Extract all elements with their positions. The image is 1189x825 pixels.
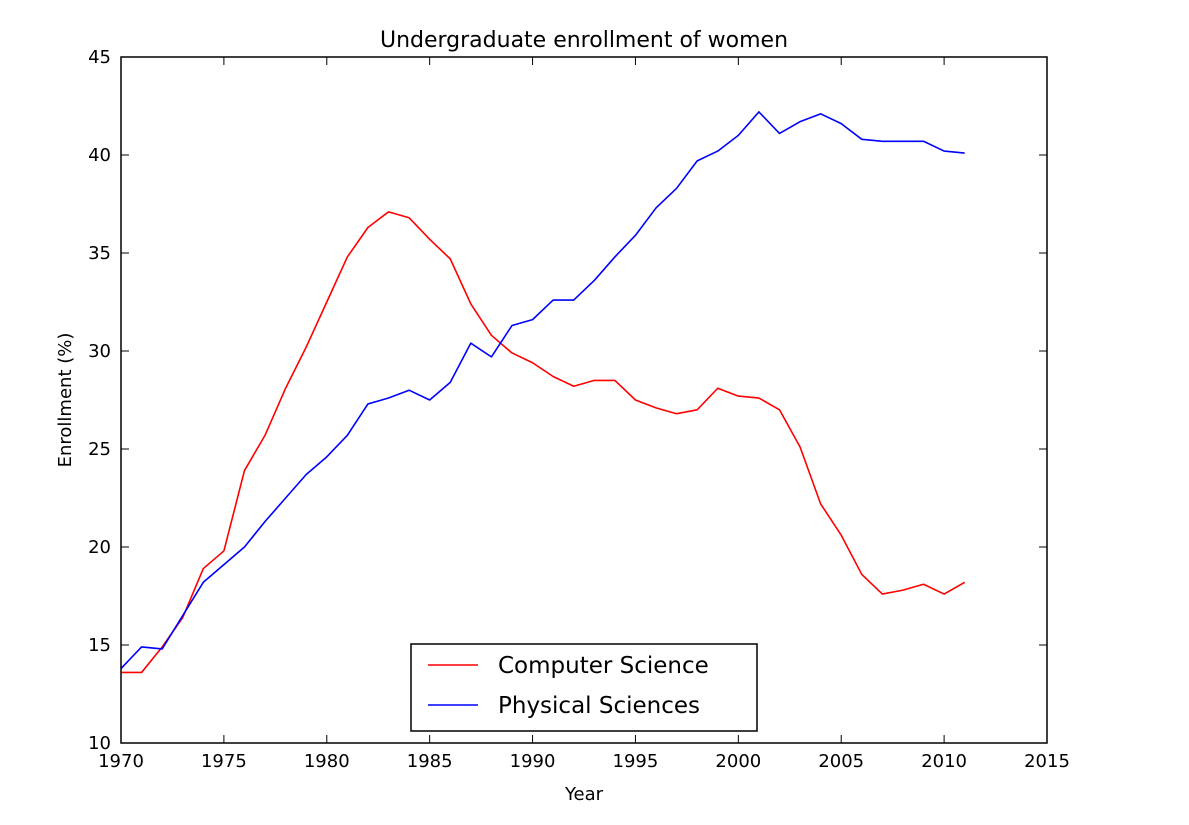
x-tick-label: 1990 — [510, 751, 556, 772]
y-axis: 10 15 20 25 30 35 40 45 — [88, 47, 1047, 754]
legend-label-computer-science: Computer Science — [498, 653, 709, 679]
x-axis: 1970 1975 1980 1985 1990 1995 2000 2005 2010 2015 — [98, 57, 1070, 772]
legend-label-physical-sciences: Physical Sciences — [498, 693, 700, 719]
y-tick-label: 10 — [88, 733, 111, 754]
x-tick-label: 2005 — [818, 751, 864, 772]
y-tick-label: 20 — [88, 537, 111, 558]
legend-box — [410, 643, 758, 732]
y-axis-label: Enrollment (%) — [55, 333, 76, 468]
y-tick-label: 40 — [88, 145, 111, 166]
y-tick-label: 45 — [88, 47, 111, 68]
series-line-physical-sciences — [120, 111, 965, 670]
y-tick-label: 25 — [88, 439, 111, 460]
y-tick-label: 35 — [88, 243, 111, 264]
x-tick-label: 2010 — [921, 751, 967, 772]
series-line-computer-science — [121, 211, 966, 674]
x-tick-label: 1995 — [613, 751, 659, 772]
x-tick-label: 1970 — [98, 751, 144, 772]
x-tick-label: 1985 — [407, 751, 453, 772]
y-tick-label: 30 — [88, 341, 111, 362]
x-axis-label: Year — [564, 784, 604, 805]
x-tick-label: 2015 — [1024, 751, 1070, 772]
series-lines — [120, 111, 966, 674]
x-tick-label: 1980 — [304, 751, 350, 772]
legend: Computer Science Physical Sciences — [410, 643, 758, 732]
x-tick-label: 2000 — [715, 751, 761, 772]
y-tick-label: 15 — [88, 635, 111, 656]
chart-title: Undergraduate enrollment of women — [380, 28, 788, 53]
x-tick-label: 1975 — [201, 751, 247, 772]
plot-frame — [120, 56, 1048, 744]
